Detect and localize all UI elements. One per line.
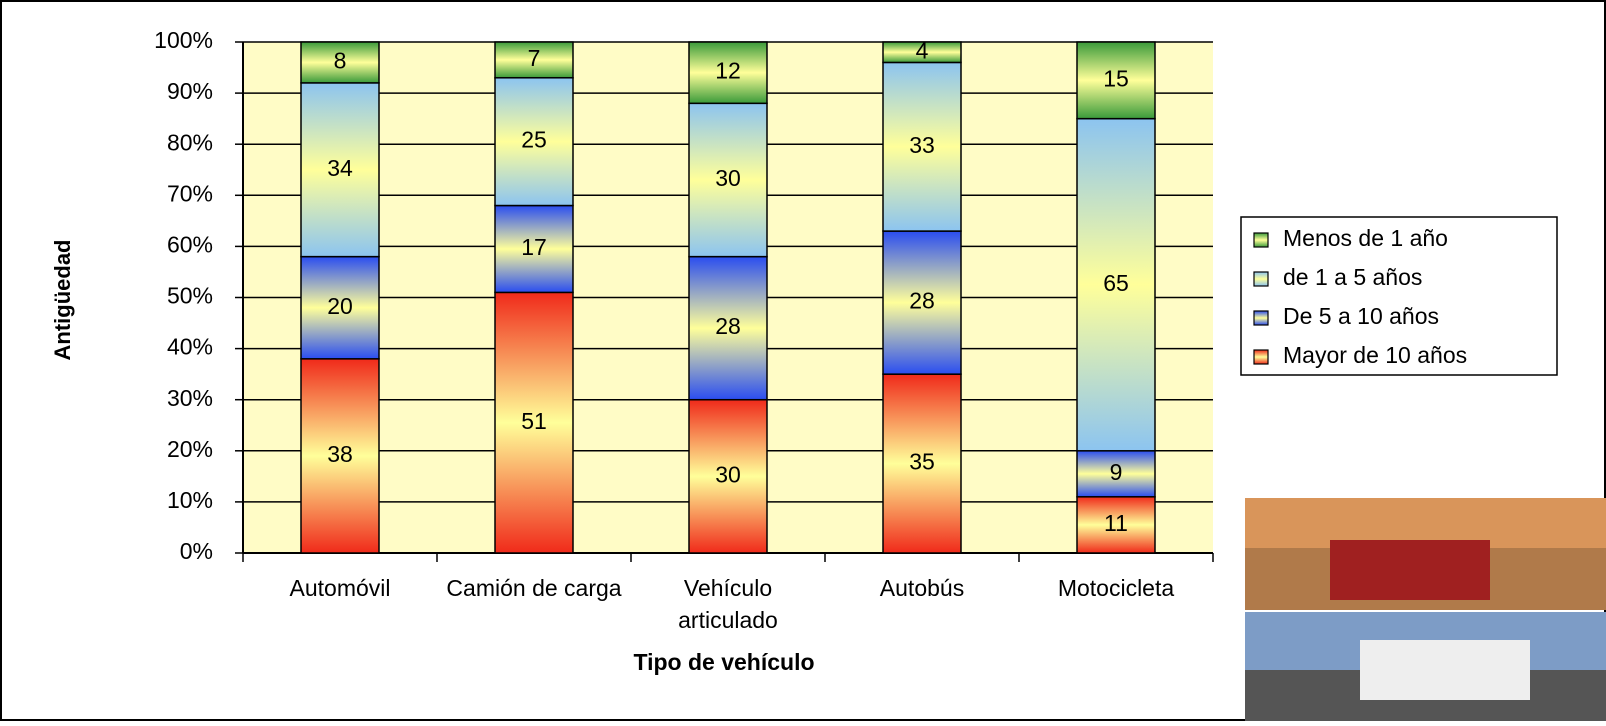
legend-label: de 1 a 5 años xyxy=(1283,264,1422,290)
bar-segment xyxy=(1076,41,1156,120)
x-tick-label: Vehículo articulado xyxy=(678,575,778,633)
bar-segment xyxy=(300,255,380,360)
y-tick-label: 10% xyxy=(167,487,213,513)
data-label: 9 xyxy=(1110,459,1123,485)
x-tick-label: Autobús xyxy=(879,575,965,601)
legend-label: Menos de 1 año xyxy=(1283,225,1448,251)
photo xyxy=(1245,498,1606,721)
data-label: 51 xyxy=(521,408,547,434)
x-tick-label: Camión de carga xyxy=(446,575,622,601)
data-label: 17 xyxy=(521,234,547,260)
y-tick-label: 100% xyxy=(154,27,213,53)
legend-label: Mayor de 10 años xyxy=(1283,342,1467,368)
bar-segment xyxy=(494,291,574,554)
data-label: 12 xyxy=(715,58,741,84)
bar-segment xyxy=(494,204,574,294)
y-tick-label: 0% xyxy=(180,538,213,564)
data-label: 33 xyxy=(909,132,935,158)
y-tick-label: 30% xyxy=(167,385,213,411)
data-label: 15 xyxy=(1103,65,1129,91)
bar-segment xyxy=(494,41,574,79)
bar-segment xyxy=(882,41,962,64)
bar-segment xyxy=(882,373,962,554)
data-label: 28 xyxy=(909,288,935,314)
data-label: 25 xyxy=(521,127,547,153)
x-tick-label: Motocicleta xyxy=(1057,575,1175,601)
bar-segment xyxy=(688,398,768,554)
bar-segment xyxy=(1076,117,1156,452)
data-label: 65 xyxy=(1103,270,1129,296)
bar-segment xyxy=(688,41,768,105)
y-axis-title: Antigüedad xyxy=(50,240,75,361)
legend-box xyxy=(1240,216,1558,376)
y-tick-label: 50% xyxy=(167,283,213,309)
y-tick-label: 40% xyxy=(167,334,213,360)
bar-segment xyxy=(300,41,380,84)
legend-swatch xyxy=(1253,271,1269,287)
data-label: 4 xyxy=(916,37,929,63)
legend-swatch xyxy=(1253,349,1269,365)
data-label: 20 xyxy=(327,293,353,319)
legend-swatch xyxy=(1253,232,1269,248)
y-tick-label: 70% xyxy=(167,180,213,206)
y-tick-label: 80% xyxy=(167,129,213,155)
bar-segment xyxy=(1076,496,1156,554)
bar-segment xyxy=(1076,450,1156,498)
x-axis-title: Tipo de vehículo xyxy=(633,649,814,675)
data-label: 8 xyxy=(334,48,347,74)
data-label: 7 xyxy=(528,45,541,71)
data-label: 28 xyxy=(715,313,741,339)
x-tick-label: Automóvil xyxy=(289,575,391,601)
data-label: 35 xyxy=(909,449,935,475)
bar-segment xyxy=(882,61,962,232)
legend-swatch xyxy=(1253,310,1269,326)
data-label: 30 xyxy=(715,461,741,487)
y-tick-label: 90% xyxy=(167,78,213,104)
data-label: 30 xyxy=(715,165,741,191)
data-label: 34 xyxy=(327,155,353,181)
bar-segment xyxy=(300,82,380,258)
data-label: 11 xyxy=(1104,510,1128,536)
bar-segment xyxy=(688,102,768,258)
bar-segment xyxy=(300,358,380,554)
legend-label: De 5 a 10 años xyxy=(1283,303,1439,329)
y-tick-label: 20% xyxy=(167,436,213,462)
data-label: 38 xyxy=(327,441,353,467)
y-tick-label: 60% xyxy=(167,231,213,257)
